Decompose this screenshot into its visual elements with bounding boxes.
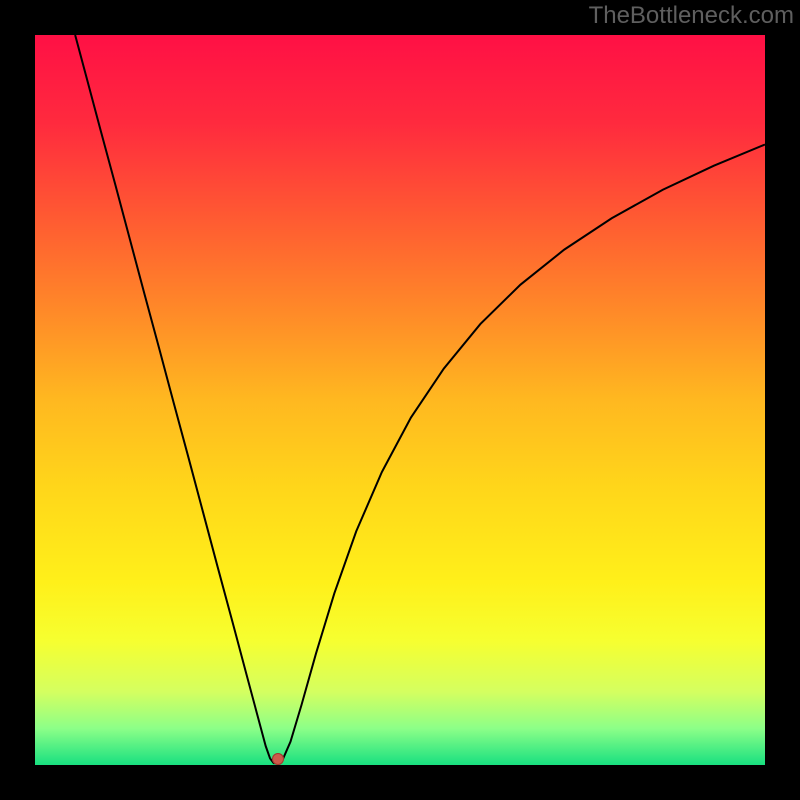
bottleneck-curve: [75, 35, 765, 763]
plot-area: [35, 35, 765, 765]
optimum-marker: [272, 753, 284, 765]
watermark-text: TheBottleneck.com: [589, 0, 800, 30]
curve-layer: [35, 35, 765, 765]
chart-canvas: TheBottleneck.com: [0, 0, 800, 800]
